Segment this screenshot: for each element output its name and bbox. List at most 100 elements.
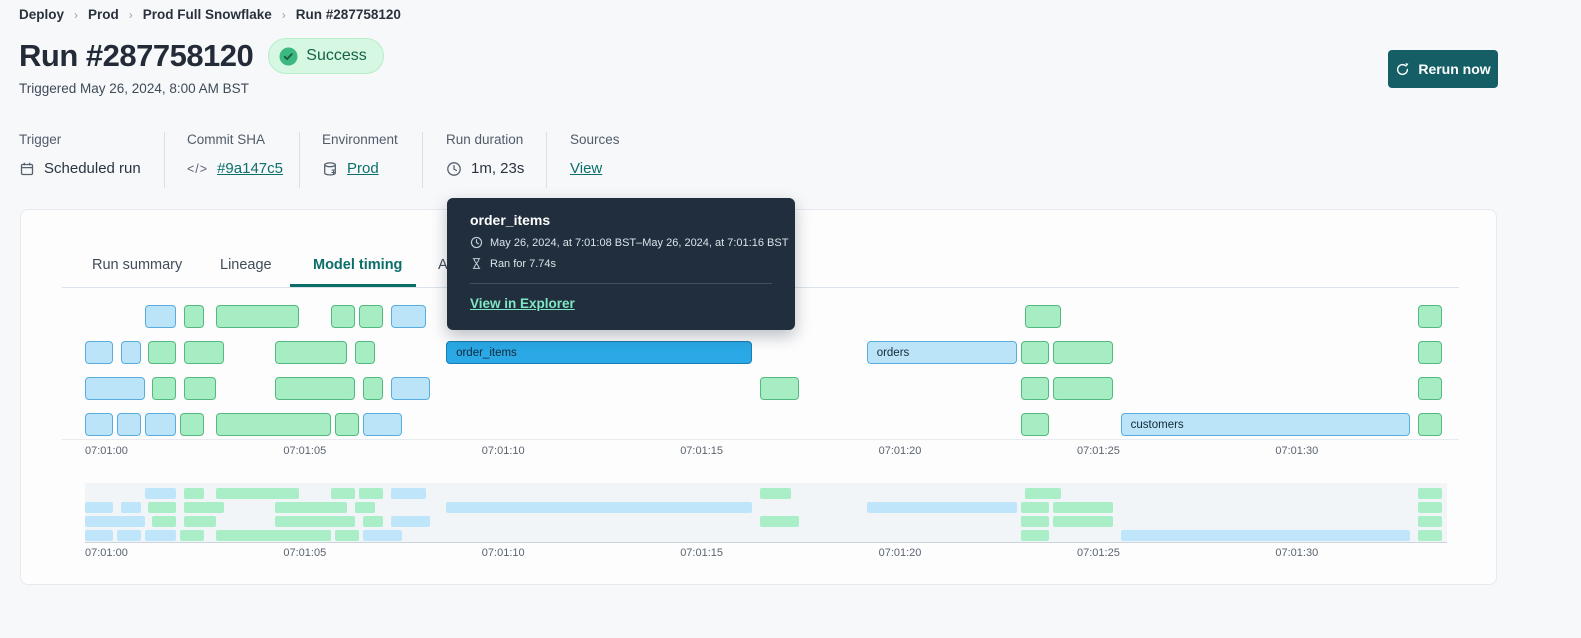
- axis-tick-label: 07:01:30: [1275, 547, 1319, 559]
- meta-label: Sources: [570, 132, 620, 147]
- minimap-bar: [1021, 502, 1050, 513]
- minimap-bar: [1418, 502, 1443, 513]
- minimap-bar: [390, 516, 431, 527]
- minimap-bar: [85, 530, 113, 541]
- x-axis-line: [62, 439, 1459, 440]
- code-icon: </>: [187, 161, 209, 176]
- gantt-bar[interactable]: [358, 305, 383, 328]
- gantt-bar-order_items[interactable]: order_items: [446, 341, 752, 364]
- gantt-bar[interactable]: [354, 341, 375, 364]
- minimap-bar: [180, 530, 205, 541]
- axis-tick-label: 07:01:25: [1077, 445, 1120, 457]
- breadcrumb-prod[interactable]: Prod: [88, 7, 119, 22]
- tab-lineage[interactable]: Lineage: [220, 257, 272, 273]
- gantt-bar[interactable]: [215, 413, 331, 436]
- gantt-bar[interactable]: [1418, 377, 1443, 400]
- gantt-bar[interactable]: [390, 305, 427, 328]
- gantt-bar[interactable]: [334, 413, 359, 436]
- gantt-bar[interactable]: [362, 413, 403, 436]
- breadcrumb-current-run: Run #287758120: [295, 7, 401, 22]
- gantt-bar[interactable]: [120, 341, 141, 364]
- gantt-bar[interactable]: [144, 413, 177, 436]
- minimap-bar: [358, 488, 383, 499]
- axis-tick-label: 07:01:10: [481, 445, 525, 457]
- gantt-bar[interactable]: [152, 377, 177, 400]
- axis-tick-label: 07:01:05: [283, 445, 327, 457]
- gantt-bar[interactable]: [184, 377, 216, 400]
- success-check-icon: [279, 47, 298, 66]
- database-icon: [322, 161, 338, 177]
- minimap-bar: [1021, 530, 1050, 541]
- meta-run-duration: Run duration 1m, 23s: [446, 132, 524, 177]
- minimap-bar: [759, 516, 800, 527]
- gantt-bar[interactable]: [1053, 341, 1113, 364]
- tab-run-summary[interactable]: Run summary: [92, 257, 183, 273]
- rerun-now-button[interactable]: Rerun now: [1388, 50, 1498, 88]
- active-tab-underline: [290, 284, 416, 287]
- gantt-bar[interactable]: [180, 413, 205, 436]
- meta-trigger: Trigger Scheduled run: [19, 132, 141, 177]
- axis-tick-label: 07:01:05: [283, 547, 327, 559]
- minimap-bar: [334, 530, 359, 541]
- gantt-bar[interactable]: [184, 305, 205, 328]
- gantt-bar[interactable]: [1053, 377, 1113, 400]
- gantt-bar[interactable]: [1021, 341, 1050, 364]
- gantt-bar[interactable]: [1025, 305, 1062, 328]
- rerun-icon: [1395, 62, 1410, 77]
- axis-tick-label: 07:01:15: [680, 445, 724, 457]
- gantt-bar[interactable]: [331, 305, 355, 328]
- gantt-bar-label: orders: [876, 346, 910, 359]
- gantt-bar[interactable]: [85, 341, 113, 364]
- sources-view-link[interactable]: View: [570, 160, 603, 177]
- meta-sources: Sources View: [570, 132, 620, 177]
- chevron-right-icon: ›: [74, 7, 79, 22]
- commit-sha-link[interactable]: #9a147c5: [217, 160, 283, 177]
- minimap-bar: [1418, 516, 1443, 527]
- minimap-bar: [1418, 488, 1443, 499]
- axis-tick-label: 07:01:25: [1077, 547, 1120, 559]
- axis-tick-label: 07:01:10: [481, 547, 525, 559]
- tooltip-time-range: May 26, 2024, at 7:01:08 BST–May 26, 202…: [490, 236, 789, 249]
- gantt-bar[interactable]: [275, 341, 347, 364]
- minimap-bar: [116, 530, 141, 541]
- gantt-bar[interactable]: [1418, 413, 1443, 436]
- minimap-bar: [446, 502, 752, 513]
- gantt-bar[interactable]: [759, 377, 800, 400]
- gantt-bar[interactable]: [362, 377, 383, 400]
- gantt-bar[interactable]: [1021, 413, 1050, 436]
- clock-icon: [470, 236, 483, 249]
- tab-model-timing[interactable]: Model timing: [313, 257, 403, 273]
- tooltip-model-name: order_items: [470, 212, 551, 228]
- minimap-bar: [85, 502, 113, 513]
- meta-label: Run duration: [446, 132, 524, 147]
- gantt-bar[interactable]: [184, 341, 224, 364]
- breadcrumb-job[interactable]: Prod Full Snowflake: [142, 7, 272, 22]
- divider: [299, 132, 300, 188]
- meta-label: Commit SHA: [187, 132, 266, 147]
- gantt-bar[interactable]: [390, 377, 431, 400]
- run-meta-row: Trigger Scheduled run Commit SHA </> #9a…: [0, 132, 1581, 188]
- gantt-bar[interactable]: [85, 377, 145, 400]
- calendar-icon: [19, 161, 35, 177]
- gantt-bar[interactable]: [1418, 305, 1443, 328]
- gantt-bar[interactable]: [275, 377, 355, 400]
- breadcrumb-deploy[interactable]: Deploy: [19, 7, 65, 22]
- gantt-bar-orders[interactable]: orders: [866, 341, 1018, 364]
- gantt-minimap-brush[interactable]: [85, 483, 1447, 543]
- minimap-bar: [1053, 502, 1113, 513]
- view-in-explorer-link[interactable]: View in Explorer: [470, 296, 575, 311]
- axis-tick-label: 07:01:15: [680, 547, 724, 559]
- environment-link[interactable]: Prod: [347, 160, 379, 177]
- clock-icon: [446, 161, 462, 177]
- gantt-bar[interactable]: [215, 305, 300, 328]
- gantt-bar[interactable]: [116, 413, 141, 436]
- gantt-bar[interactable]: [144, 305, 177, 328]
- gantt-bar[interactable]: [148, 341, 177, 364]
- gantt-bar[interactable]: [85, 413, 113, 436]
- gantt-bar-customers[interactable]: customers: [1120, 413, 1411, 436]
- status-badge-label: Success: [306, 47, 367, 64]
- gantt-bar[interactable]: [1021, 377, 1050, 400]
- gantt-bar[interactable]: [1418, 341, 1443, 364]
- minimap-bar: [362, 516, 383, 527]
